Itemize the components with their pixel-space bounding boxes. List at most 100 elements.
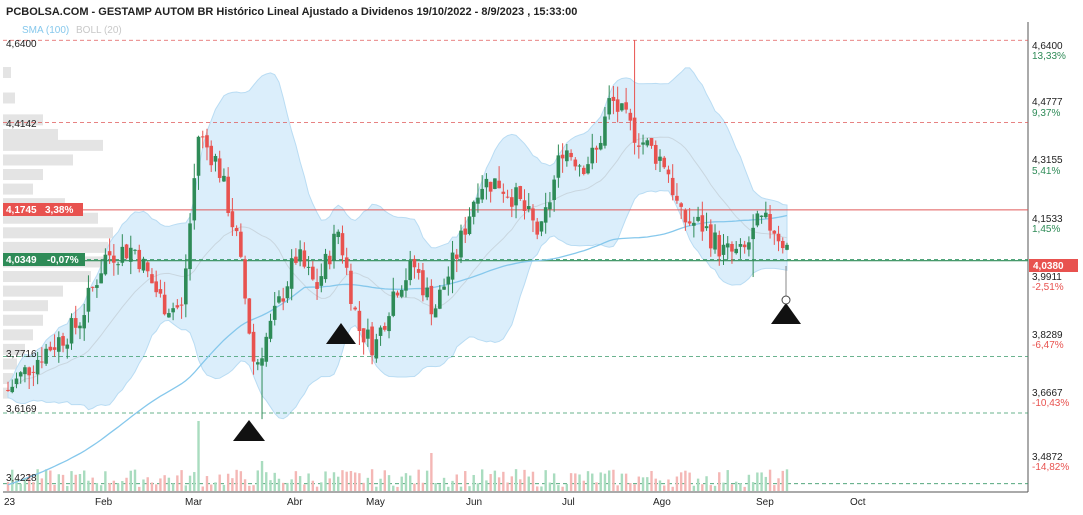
candle-body	[505, 196, 510, 198]
volume-bar	[472, 474, 475, 491]
candle-body	[679, 203, 683, 207]
volume-profile-bar	[3, 212, 98, 224]
candle-body	[391, 291, 396, 316]
volume-bar	[104, 471, 107, 491]
volume-bar	[201, 486, 204, 491]
volume-bar	[324, 471, 327, 491]
volume-bar	[612, 469, 615, 491]
volume-bar	[99, 485, 103, 491]
candle-body	[222, 175, 226, 182]
candle-body	[209, 145, 214, 166]
right-pct: -6,47%	[1032, 340, 1064, 351]
volume-bar	[239, 471, 243, 491]
candle-body	[247, 298, 252, 334]
volume-bar	[163, 475, 166, 491]
volume-bar	[764, 476, 768, 491]
volume-bar	[663, 485, 666, 491]
volume-bar	[256, 470, 259, 491]
volume-bar	[70, 471, 73, 491]
right-price: 4,3155	[1032, 155, 1063, 166]
volume-bar	[146, 477, 149, 491]
candle-body	[433, 308, 438, 318]
volume-bar	[83, 470, 86, 491]
right-price: 3,8289	[1032, 330, 1063, 341]
volume-bar	[404, 473, 408, 491]
candle-body	[205, 135, 209, 148]
volume-profile-bar	[3, 329, 33, 341]
candle-body	[196, 136, 201, 176]
candle-body	[133, 249, 137, 251]
volume-bar	[552, 473, 556, 491]
candle-body	[501, 191, 506, 194]
volume-bar	[455, 474, 458, 491]
volume-bar	[167, 477, 171, 491]
volume-bar	[27, 473, 31, 491]
volume-bar	[540, 486, 543, 491]
volume-bar	[176, 475, 179, 491]
candle-body	[52, 347, 57, 350]
volume-bar	[375, 486, 378, 491]
volume-bar	[36, 469, 39, 491]
right-pct: -14,82%	[1032, 462, 1069, 473]
candle-body	[772, 230, 777, 234]
candle-body	[624, 102, 628, 110]
volume-bar	[675, 476, 679, 491]
candle-body	[607, 98, 611, 115]
volume-bar	[379, 478, 382, 491]
candle-body	[167, 313, 171, 318]
candle-body	[573, 159, 578, 167]
candle-body	[90, 286, 95, 288]
volume-bar	[781, 470, 784, 491]
candle-body	[200, 136, 205, 138]
volume-profile-bar	[3, 271, 91, 283]
candle-body	[188, 223, 192, 270]
volume-bar	[679, 472, 683, 491]
volume-bar	[273, 472, 276, 491]
volume-bar	[125, 477, 128, 491]
volume-bar	[235, 469, 238, 491]
candles	[6, 40, 789, 420]
candle-body	[764, 212, 768, 218]
candle-body	[780, 240, 785, 249]
candle-body	[658, 156, 662, 161]
volume-bar	[260, 461, 264, 491]
right-price: 3,4872	[1032, 452, 1063, 463]
volume-bar	[281, 482, 285, 491]
volume-profile-bar	[3, 373, 13, 385]
volume-bar	[269, 480, 272, 491]
volume-bar	[430, 453, 433, 491]
candle-body	[438, 289, 442, 309]
volume-bar	[243, 479, 247, 491]
candle-body	[586, 164, 590, 174]
candle-body	[213, 156, 218, 162]
candle-body	[442, 286, 446, 290]
volume-bar	[159, 478, 162, 491]
candle-body	[78, 325, 82, 329]
candle-body	[35, 359, 40, 375]
volume-bar	[222, 484, 226, 491]
candle-body	[531, 208, 535, 221]
volume-bar	[210, 484, 213, 491]
volume-bar	[328, 478, 331, 491]
candle-body	[184, 268, 188, 305]
candle-body	[459, 230, 463, 258]
volume-bar	[277, 478, 281, 491]
volume-bar	[252, 485, 255, 491]
volume-bar	[705, 476, 708, 491]
volume-bar	[603, 473, 607, 491]
candle-body	[6, 389, 10, 391]
candle-body	[99, 273, 103, 284]
candle-body	[611, 96, 616, 101]
candle-body	[730, 243, 734, 252]
candle-body	[251, 331, 256, 362]
candle-body	[192, 178, 197, 221]
volume-bar	[671, 486, 674, 491]
candle-body	[294, 256, 298, 263]
volume-bar	[730, 484, 734, 491]
right-price: 3,9911	[1032, 272, 1062, 283]
x-tick-label: Abr	[287, 497, 303, 508]
volume-bar	[497, 477, 501, 491]
volume-bar	[188, 475, 192, 491]
volume-bar	[171, 483, 175, 491]
volume-bar	[218, 474, 221, 491]
